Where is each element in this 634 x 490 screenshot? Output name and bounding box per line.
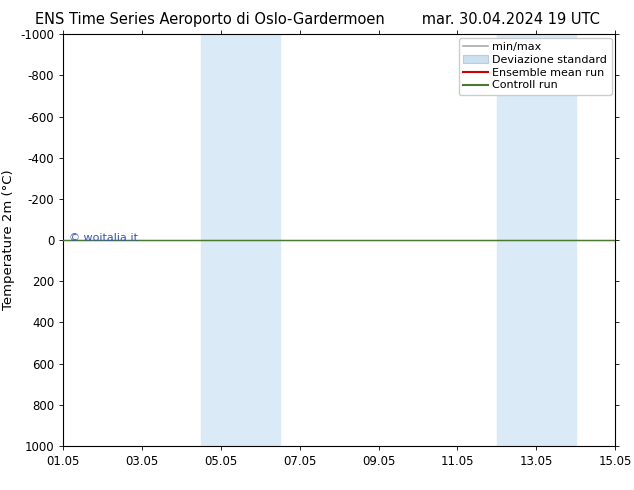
Bar	[202, 34, 241, 446]
Text: ENS Time Series Aeroporto di Oslo-Gardermoen        mar. 30.04.2024 19 UTC: ENS Time Series Aeroporto di Oslo-Garder…	[35, 12, 599, 27]
Legend: min/max, Deviazione standard, Ensemble mean run, Controll run: min/max, Deviazione standard, Ensemble m…	[459, 38, 612, 95]
Y-axis label: Temperature 2m (°C): Temperature 2m (°C)	[2, 170, 15, 310]
Bar	[241, 34, 280, 446]
Bar	[497, 34, 517, 446]
Text: © woitalia.it: © woitalia.it	[69, 233, 138, 243]
Bar	[517, 34, 576, 446]
